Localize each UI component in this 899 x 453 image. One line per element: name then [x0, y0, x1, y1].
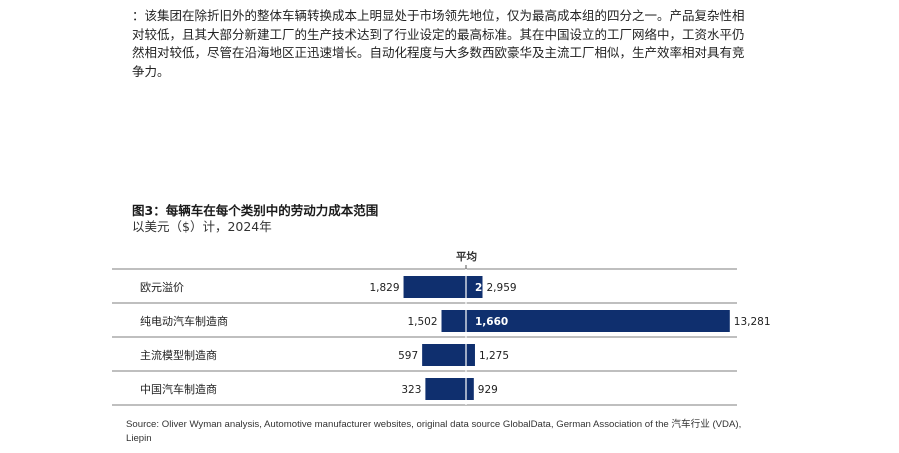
range-bar — [422, 344, 475, 366]
category-label: 纯电动汽车制造商 — [140, 314, 228, 328]
average-value-label: 1,660 — [475, 316, 508, 328]
chart-subtitle: 以美元（$）计，2024年 — [132, 219, 272, 234]
max-value-label: 929 — [478, 384, 498, 396]
average-value-label: 585 — [475, 384, 497, 396]
intro-paragraph: ：该集团在除折旧外的整体车辆转换成本上明显处于市场领先地位，仅为最高成本组的四分… — [132, 8, 745, 79]
min-value-label: 597 — [398, 350, 418, 362]
category-label: 中国汽车制造商 — [140, 382, 217, 396]
min-value-label: 1,829 — [369, 282, 399, 294]
average-value-label: 2,232 — [475, 282, 508, 294]
average-value-label: 880 — [475, 350, 497, 362]
source-note: Source: Oliver Wyman analysis, Automotiv… — [126, 419, 742, 444]
min-value-label: 1,502 — [407, 316, 437, 328]
range-bar — [403, 276, 483, 298]
range-bar — [441, 310, 730, 332]
category-label: 主流模型制造商 — [140, 348, 217, 362]
min-value-label: 323 — [401, 384, 421, 396]
category-label: 欧元溢价 — [140, 280, 184, 294]
max-value-label: 13,281 — [734, 316, 771, 328]
chart-title: 图3：每辆车在每个类别中的劳动力成本范围 — [132, 203, 379, 218]
max-value-label: 2,959 — [487, 282, 517, 294]
average-header: 平均 — [456, 250, 477, 263]
range-bar — [425, 378, 474, 400]
max-value-label: 1,275 — [479, 350, 509, 362]
